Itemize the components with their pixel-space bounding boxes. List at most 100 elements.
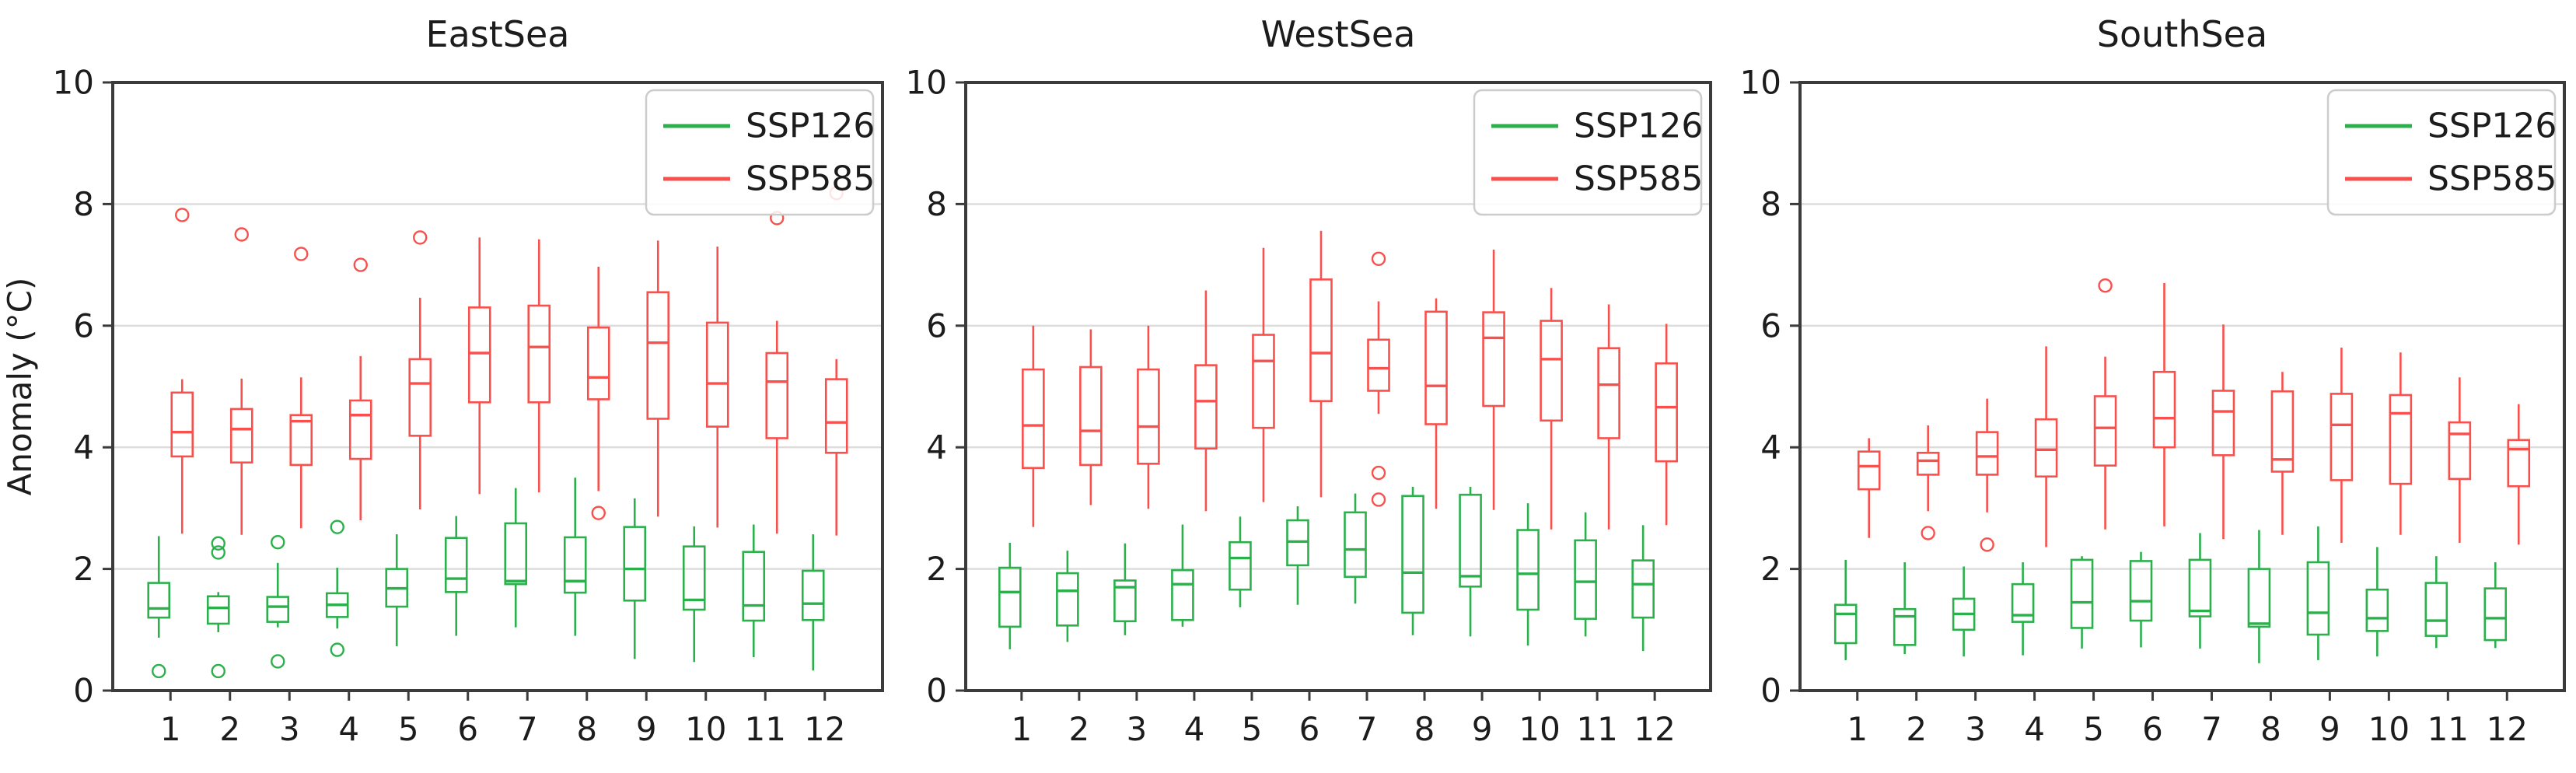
box-ssp126-m12 [2483,561,2508,649]
outlier-point [211,536,225,551]
iqr-box [765,352,789,439]
iqr-box [2306,561,2330,636]
y-tick-label: 2 [1760,550,1781,588]
iqr-box [1916,451,1940,476]
box-ssp126-m3 [1952,566,1976,657]
y-axis-label: Anomaly (°C) [1,278,39,496]
iqr-box [444,537,468,593]
iqr-box [1367,338,1390,392]
box-ssp126-m9 [1459,487,1482,637]
box-ssp585-m2 [1079,329,1103,505]
x-tick-label: 2 [1906,710,1927,748]
box-ssp126-m6 [444,516,468,636]
panel-title: SouthSea [2097,13,2267,55]
box-ssp126-m1 [998,542,1022,649]
box-ssp585-m11 [1597,304,1620,530]
iqr-box [1597,347,1620,439]
box-ssp585-m7 [1367,251,1390,507]
iqr-box [682,545,706,611]
series-ssp126 [1833,526,2508,663]
x-tick-label: 10 [2368,710,2410,748]
iqr-box [705,321,729,428]
iqr-box [1252,334,1275,429]
iqr-box [1540,320,1563,422]
iqr-box [1631,559,1655,619]
panel-title: WestSea [1261,13,1416,55]
outlier-point [591,505,606,520]
legend-label-ssp585: SSP585 [746,159,875,199]
box-ssp126-m10 [682,526,706,663]
x-tick-label: 3 [279,710,300,748]
box-ssp126-m5 [1229,516,1252,607]
iqr-box [1459,493,1482,588]
outlier-point [211,545,225,560]
y-tick-label: 4 [73,428,94,467]
iqr-box [2424,582,2448,637]
box-ssp126-m2 [1056,551,1079,642]
box-ssp585-m3 [1137,325,1160,509]
x-tick-label: 8 [576,710,597,748]
iqr-box [2034,418,2058,478]
legend: SSP126 SSP585 [2326,89,2557,216]
box-ssp126-m3 [1113,543,1137,635]
box-ssp126-m11 [2424,556,2448,649]
box-ssp585-m12 [1655,324,1678,526]
iqr-box [2270,390,2295,473]
box-ssp126-m2 [206,536,230,679]
x-tick-label: 12 [2487,710,2528,748]
iqr-box [1171,568,1194,621]
iqr-box [2330,393,2354,481]
iqr-box [229,407,253,464]
y-tick-label: 2 [73,550,94,588]
x-tick-label: 1 [1011,710,1032,748]
x-tick-label: 3 [1965,710,1986,748]
iqr-box [2070,558,2094,629]
box-ssp585-m3 [1975,398,1999,552]
box-ssp126-m4 [1171,524,1194,627]
box-ssp126-m12 [801,534,825,671]
iqr-box [1079,366,1103,467]
x-tick-label: 10 [685,710,726,748]
x-tick-label: 11 [1576,710,1617,748]
x-tick-label: 7 [2201,710,2222,748]
outlier-point [1980,537,1994,552]
x-tick-label: 4 [1184,710,1205,748]
box-ssp126-m12 [1631,525,1655,652]
series-ssp585 [1857,278,2531,552]
box-ssp585-m1 [1857,438,1881,538]
iqr-box [586,326,610,400]
outlier-point [330,642,344,657]
legend-box [1473,89,1703,216]
box-ssp126-m8 [1401,487,1424,635]
outlier-point [234,227,249,242]
x-tick-label: 5 [1242,710,1263,748]
box-ssp585-m7 [527,239,551,493]
iqr-box [1857,450,1881,491]
outlier-point [1371,251,1386,266]
box-ssp585-m9 [1482,250,1505,510]
x-tick-label: 10 [1519,710,1560,748]
box-ssp585-m7 [2211,324,2235,540]
x-tick-label: 3 [1127,710,1148,748]
iqr-box [527,304,551,404]
iqr-box [289,414,313,467]
box-ssp585-m2 [229,227,253,535]
iqr-box [1655,362,1678,463]
iqr-box [147,582,171,619]
y-tick-label: 10 [1740,64,1781,102]
series-ssp585 [1022,230,1678,530]
iqr-box [467,306,491,404]
x-tick-label: 11 [745,710,786,748]
iqr-box [1056,572,1079,627]
x-tick-label: 9 [1472,710,1493,748]
plot-spines [111,81,884,692]
outlier-point [330,519,344,534]
iqr-box [1401,495,1424,614]
y-tick-label: 8 [1760,185,1781,223]
iqr-box [1975,431,1999,476]
